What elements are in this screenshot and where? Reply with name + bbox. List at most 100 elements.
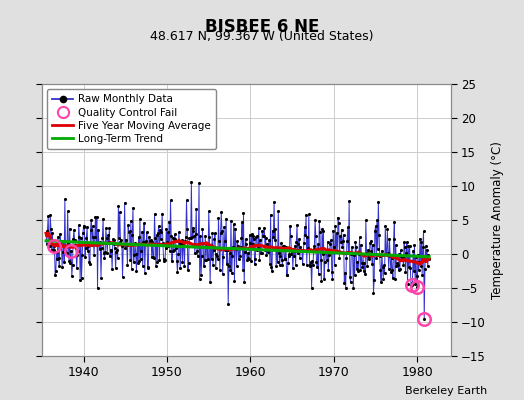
Point [189, 225, 197, 231]
Point [53, 256, 61, 262]
Point [121, 200, 129, 206]
Point [57, 238, 65, 245]
Point [128, 232, 136, 238]
Point [336, 238, 345, 245]
Point [293, 222, 301, 228]
Point [257, 250, 266, 257]
Point [304, 245, 312, 252]
Point [198, 252, 206, 259]
Point [334, 220, 343, 226]
Point [311, 217, 319, 223]
Point [342, 284, 350, 291]
Point [403, 280, 412, 287]
Point [150, 255, 158, 261]
Point [334, 214, 342, 221]
Point [373, 217, 381, 224]
Point [291, 262, 300, 268]
Point [425, 256, 433, 262]
Text: 48.617 N, 99.367 W (United States): 48.617 N, 99.367 W (United States) [150, 30, 374, 43]
Point [134, 260, 142, 266]
Point [48, 247, 56, 253]
Point [241, 248, 249, 255]
Point [237, 234, 246, 241]
Point [387, 269, 395, 276]
Point [44, 213, 52, 219]
Point [319, 228, 328, 234]
Point [166, 197, 174, 203]
Point [300, 240, 308, 246]
Point [120, 240, 128, 247]
Point [127, 266, 136, 272]
Point [350, 252, 358, 258]
Point [386, 253, 395, 260]
Point [338, 244, 346, 251]
Point [401, 268, 410, 275]
Point [110, 241, 118, 248]
Point [402, 250, 410, 257]
Point [270, 236, 279, 243]
Point [325, 247, 334, 254]
Point [419, 244, 427, 250]
Point [274, 208, 282, 214]
Point [116, 238, 125, 245]
Point [210, 236, 219, 243]
Point [406, 242, 414, 249]
Point [233, 238, 242, 244]
Point [200, 263, 208, 269]
Point [77, 234, 85, 241]
Point [68, 262, 77, 268]
Point [421, 243, 430, 249]
Point [178, 259, 187, 265]
Point [296, 244, 304, 251]
Point [259, 233, 267, 239]
Point [421, 266, 429, 273]
Point [231, 226, 239, 232]
Point [364, 256, 373, 262]
Point [379, 275, 387, 282]
Point [93, 285, 102, 292]
Point [106, 253, 114, 259]
Point [112, 248, 121, 255]
Point [355, 234, 364, 240]
Point [261, 246, 269, 253]
Point [418, 272, 427, 278]
Point [152, 263, 160, 269]
Point [354, 268, 363, 275]
Point [224, 300, 233, 307]
Point [301, 232, 310, 238]
Point [83, 224, 91, 230]
Point [285, 251, 293, 258]
Point [137, 248, 146, 254]
Point [398, 256, 406, 262]
Point [319, 251, 327, 257]
Point [300, 224, 309, 230]
Point [191, 231, 200, 238]
Point [129, 204, 137, 211]
Point [217, 209, 225, 216]
Point [219, 271, 227, 277]
Point [343, 238, 351, 244]
Point [64, 240, 72, 246]
Point [321, 249, 330, 255]
Point [119, 242, 127, 248]
Point [193, 248, 201, 255]
Point [238, 219, 246, 225]
Point [223, 261, 231, 268]
Point [230, 278, 238, 284]
Point [71, 242, 80, 248]
Point [56, 230, 64, 237]
Point [145, 234, 153, 240]
Point [123, 242, 131, 248]
Point [355, 251, 363, 258]
Point [74, 222, 83, 228]
Point [267, 264, 276, 270]
Point [170, 247, 178, 254]
Point [323, 257, 331, 263]
Point [264, 245, 272, 252]
Point [279, 243, 287, 250]
Point [176, 240, 184, 246]
Point [408, 280, 416, 286]
Point [390, 219, 399, 226]
Point [232, 246, 240, 252]
Point [257, 250, 265, 256]
